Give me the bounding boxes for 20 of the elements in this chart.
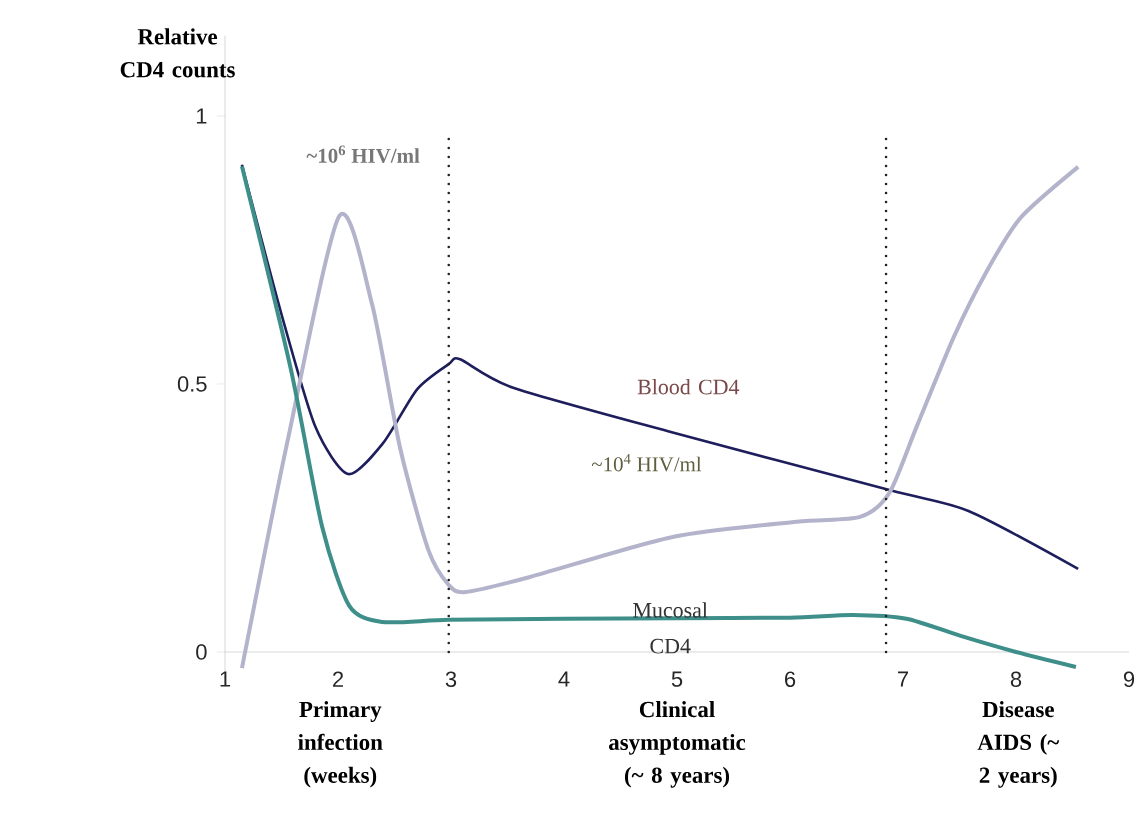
x-tick-label: 9 bbox=[1123, 671, 1135, 688]
x-tick-label: 5 bbox=[671, 671, 683, 687]
x-tick-label: 4 bbox=[558, 671, 570, 687]
annotation: ~10$^{4}$ HIV/ml bbox=[591, 454, 702, 472]
series-label: Mucosal CD4 bbox=[633, 602, 708, 654]
x-tick-label: 3 bbox=[445, 671, 457, 688]
annotation: ~10$^{6}$ HIV/ml bbox=[306, 145, 420, 163]
y-tick-label: 0.5 bbox=[177, 376, 207, 392]
text: Primary infection (weeks) bbox=[298, 701, 383, 788]
x-tick-label: 8 bbox=[1010, 671, 1022, 688]
x-tick-label: 6 bbox=[785, 671, 796, 688]
y-tick-label: 1 bbox=[196, 108, 207, 124]
text: Disease AIDS (~ 2 years) bbox=[977, 701, 1060, 788]
x-tick-label: 7 bbox=[898, 671, 909, 687]
text: Clinical asymptomatic (~ 8 years) bbox=[609, 701, 746, 788]
x-tick-label: 1 bbox=[220, 671, 231, 687]
series-label: Blood CD4 bbox=[637, 378, 740, 395]
y-axis-title: Relative CD4 counts bbox=[120, 28, 235, 78]
y-tick-label: 0 bbox=[196, 644, 207, 660]
x-tick-label: 2 bbox=[333, 671, 344, 687]
